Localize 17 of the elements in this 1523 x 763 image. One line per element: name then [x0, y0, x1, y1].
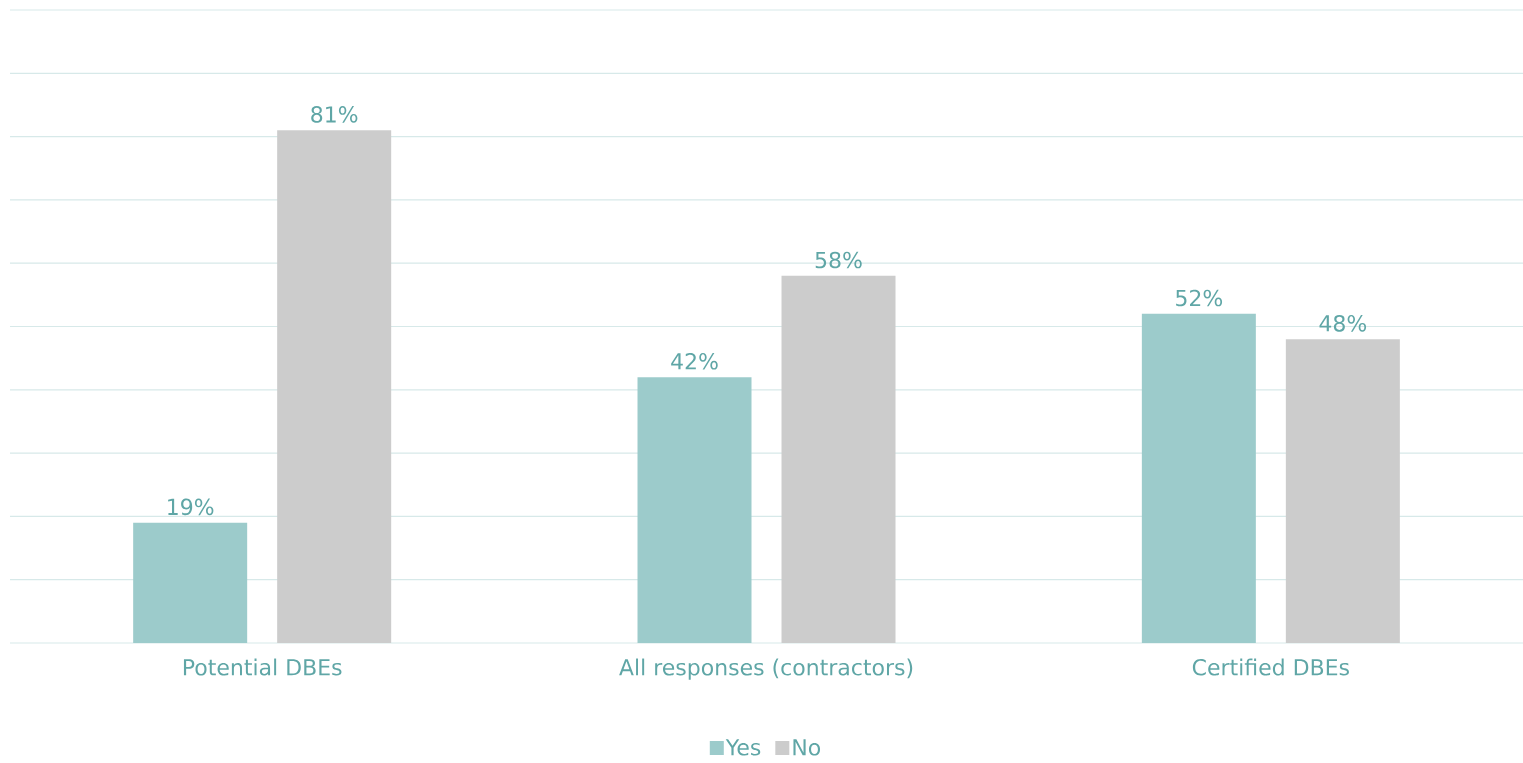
- data-label: 52%: [1176, 289, 1223, 307]
- bar: [133, 522, 248, 643]
- x-tick-label: All responses (contractors): [619, 658, 913, 680]
- bar: [781, 275, 896, 643]
- data-label: 48%: [1319, 314, 1367, 332]
- legend-label: Yes: [725, 739, 761, 756]
- data-label: 81%: [311, 106, 358, 123]
- bar: [277, 130, 392, 643]
- x-tick-label: Potential DBEs: [183, 658, 342, 676]
- data-label: 58%: [815, 251, 862, 269]
- data-label: 19%: [168, 498, 214, 516]
- bar: [1141, 313, 1256, 643]
- bar: [1285, 339, 1400, 643]
- bar: [637, 377, 752, 643]
- x-tick-label: Certified DBEs: [1192, 658, 1349, 676]
- legend-label: No: [793, 739, 821, 756]
- data-label: 42%: [671, 352, 718, 370]
